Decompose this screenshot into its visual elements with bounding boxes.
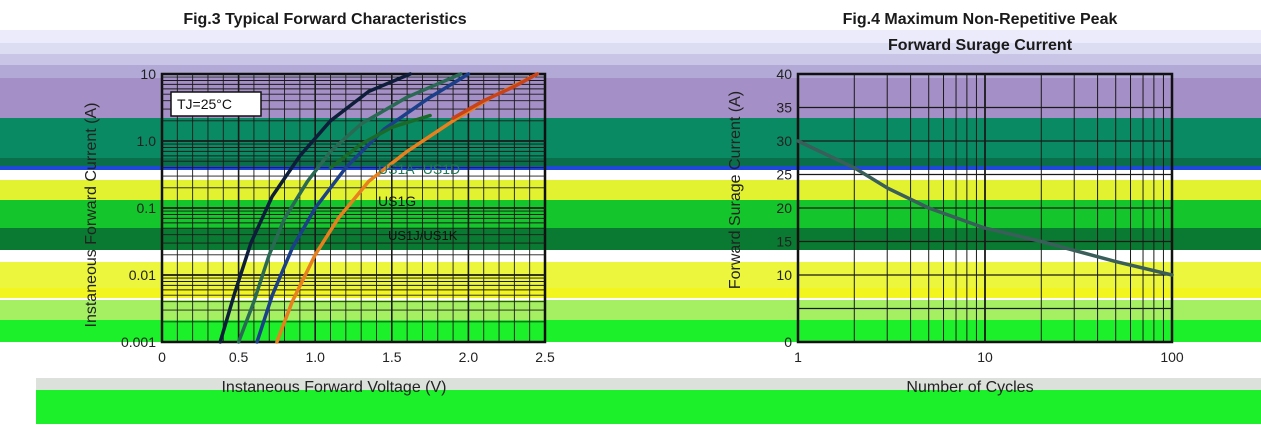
- fig3-series-label-1: US1A~US1D: [378, 161, 460, 177]
- fig4-y-tick-label: 25: [776, 167, 792, 183]
- fig3-x-tick-label: 2.5: [535, 349, 555, 365]
- fig3-extra-line-1: [451, 72, 540, 120]
- color-band-3: [0, 54, 1261, 65]
- color-band-10: [0, 200, 1261, 228]
- fig3-y-tick-label: 10: [140, 66, 156, 82]
- color-band-8: [0, 166, 1261, 170]
- fig3-x-tick-label: 0: [158, 349, 166, 365]
- fig3-title: Fig.3 Typical Forward Characteristics: [183, 11, 466, 28]
- fig4-y-tick-label: 40: [776, 66, 792, 82]
- fig3-x-tick-label: 1.5: [382, 349, 402, 365]
- tick-labels: 0 0.5 1.0 1.5 2.0 2.5 0.001 0.01 0.1 1.0 10 1 10 100 0…: [121, 66, 1184, 365]
- fig3-series-line-4: [218, 72, 412, 344]
- fig3-y-tick-label: 0.01: [129, 267, 156, 283]
- fig3-x-axis-label: Instaneous Forward Voltage (V): [221, 379, 446, 396]
- fig4-y-tick-label: 35: [776, 100, 792, 116]
- fig3-series-line-1: [236, 72, 463, 344]
- color-band-bottom-2: [36, 390, 1261, 424]
- fig4-y-tick-label: 0: [784, 334, 792, 350]
- fig4-y-tick-label: 15: [776, 234, 792, 250]
- color-band-7: [0, 158, 1261, 166]
- fig3-x-tick-label: 0.5: [229, 349, 249, 365]
- fig4-subtitle: Forward Surage Current: [888, 37, 1073, 54]
- color-band-13: [0, 288, 1261, 298]
- fig3-annotation-box: [170, 91, 262, 117]
- fig4-y-axis-label: Forward Surage Current (A): [727, 91, 744, 289]
- fig3-series-line-2: [255, 72, 471, 344]
- color-band-2: [0, 43, 1261, 54]
- fig4-x-tick-label: 1: [794, 349, 802, 365]
- fig3-series-label-3: US1G: [378, 193, 416, 209]
- fig4-y-tick-label: 20: [776, 200, 792, 216]
- fig3-y-axis-label: Instaneous Forward Current (A): [83, 103, 100, 328]
- fig3-annotation: TJ=25°C: [177, 96, 232, 112]
- fig3-series-label-4: US1J/US1K: [388, 228, 458, 243]
- fig3-y-tick-label: 1.0: [137, 133, 157, 149]
- fig3-y-tick-label: 0.001: [121, 334, 156, 350]
- color-band-1: [0, 30, 1261, 43]
- fig3-plot-area: [160, 72, 547, 344]
- fig4-x-tick-label: 100: [1160, 349, 1184, 365]
- fig4-y-tick-label: 10: [776, 267, 792, 283]
- fig4-y-tick-label: 30: [776, 133, 792, 149]
- fig4-x-axis-label: Number of Cycles: [906, 379, 1033, 396]
- fig4-x-tick-label: 10: [977, 349, 993, 365]
- fig4-title: Fig.4 Maximum Non-Repetitive Peak: [843, 11, 1118, 28]
- fig3-y-tick-label: 0.1: [137, 200, 157, 216]
- fig4-plot-area: [796, 72, 1174, 344]
- fig3-x-tick-label: 1.0: [305, 349, 325, 365]
- fig4-series-line-1: [796, 139, 1174, 277]
- fig3-x-tick-label: 2.0: [459, 349, 479, 365]
- fig3-extra-line-2: [328, 113, 432, 170]
